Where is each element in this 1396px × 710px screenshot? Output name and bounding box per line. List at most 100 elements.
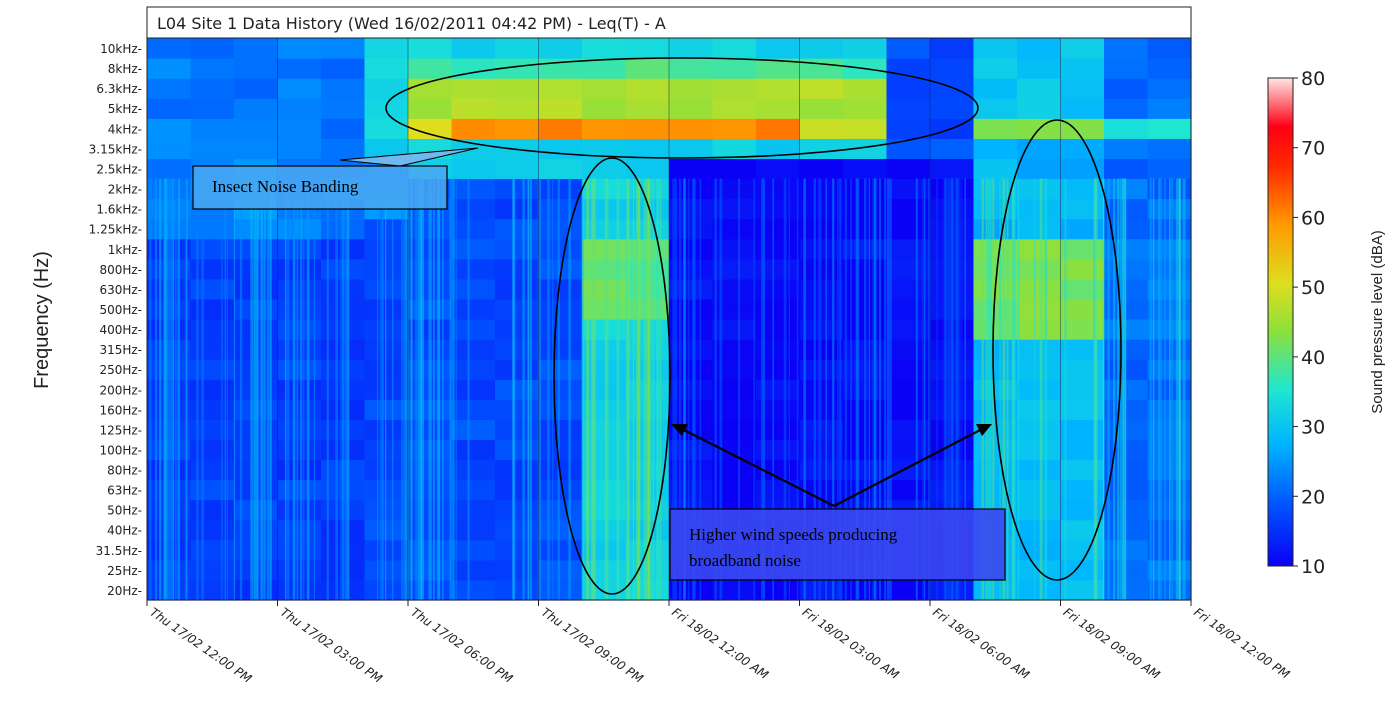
heatmap-stripe (405, 178, 408, 600)
heatmap-stripe (1175, 178, 1179, 600)
heatmap-cell (1060, 379, 1105, 400)
heatmap-stripe (184, 178, 188, 600)
heatmap-cell (1104, 78, 1149, 99)
heatmap-stripe (657, 178, 659, 600)
heatmap-cell (538, 78, 583, 99)
heatmap-stripe (956, 178, 959, 600)
heatmap-cell (582, 158, 627, 180)
heatmap-cell (451, 118, 496, 139)
heatmap-cell (1017, 138, 1062, 160)
heatmap-cell (538, 439, 583, 461)
heatmap-cell (495, 479, 540, 501)
y-tick-label: 31.5Hz- (96, 544, 142, 558)
heatmap-cell (408, 559, 453, 581)
heatmap-cell (1060, 78, 1105, 99)
heatmap-stripe (604, 178, 607, 600)
heatmap-stripe (326, 178, 329, 600)
heatmap-cell (408, 479, 453, 501)
heatmap-stripe (850, 178, 852, 600)
heatmap-cell (364, 499, 409, 521)
heatmap-cell (1017, 519, 1062, 541)
heatmap-stripe (856, 178, 860, 600)
heatmap-stripe (874, 178, 877, 600)
heatmap-cell (973, 459, 1018, 481)
heatmap-cell (451, 359, 496, 380)
heatmap-stripe (178, 178, 180, 600)
heatmap-stripe (981, 178, 984, 600)
colorbar-tick-label: 50 (1301, 277, 1325, 299)
heatmap-stripe (738, 178, 740, 600)
heatmap-cell (234, 118, 279, 139)
heatmap-cell (1060, 278, 1105, 300)
heatmap-stripe (839, 178, 842, 600)
heatmap-cell (364, 298, 409, 320)
heatmap-cell (1017, 238, 1062, 260)
heatmap-stripe (772, 178, 775, 600)
heatmap-cell (886, 379, 931, 400)
heatmap-cell (408, 98, 453, 119)
insect-annotation: Insect Noise Banding (192, 57, 979, 210)
heatmap-cell (277, 118, 322, 139)
heatmap-cell (408, 298, 453, 320)
heatmap-cell (843, 98, 888, 119)
heatmap-cell (451, 559, 496, 581)
heatmap-cell (1060, 579, 1105, 601)
heatmap-stripe (648, 178, 651, 600)
heatmap-stripe (643, 178, 647, 600)
heatmap-cell (669, 58, 714, 79)
heatmap-stripe (417, 178, 421, 600)
heatmap-stripe (886, 178, 890, 600)
heatmap-cell (364, 559, 409, 581)
heatmap-cell (321, 38, 366, 59)
heatmap-cell (712, 178, 757, 200)
heatmap-stripe (380, 178, 383, 600)
heatmap-stripe (296, 178, 299, 600)
heatmap-cell (973, 258, 1018, 280)
heatmap-cell (451, 78, 496, 99)
heatmap-stripe (250, 178, 253, 600)
y-tick-label: 250Hz- (99, 363, 142, 377)
heatmap-cell (756, 98, 801, 119)
heatmap-stripe (522, 178, 526, 600)
heatmap-cell (147, 118, 192, 139)
heatmap-cell (408, 439, 453, 461)
heatmap-cell (930, 78, 975, 99)
heatmap-stripe (269, 178, 272, 600)
heatmap-cell (1017, 359, 1062, 380)
y-tick-label: 100Hz- (99, 444, 142, 458)
heatmap-stripe (1103, 178, 1105, 600)
wind-label-line-2: broadband noise (689, 551, 801, 570)
heatmap-cell (495, 178, 540, 200)
heatmap-stripe (632, 178, 635, 600)
heatmap-stripe (552, 178, 554, 600)
heatmap-cell (538, 218, 583, 240)
heatmap-cell (408, 399, 453, 420)
heatmap-stripe (1169, 178, 1171, 600)
heatmap-cell (147, 78, 192, 99)
heatmap-cell (451, 379, 496, 400)
heatmap-cell (321, 138, 366, 160)
heatmap-stripe (1164, 178, 1166, 600)
heatmap-stripe (168, 178, 172, 600)
heatmap-cell (495, 298, 540, 320)
heatmap-cell (712, 78, 757, 99)
x-tick-label: Fri 18/02 12:00 PM (1191, 605, 1292, 682)
heatmap-stripe (340, 178, 342, 600)
heatmap-stripe (1044, 178, 1048, 600)
heatmap-stripe (201, 178, 205, 600)
heatmap-stripe (591, 178, 594, 600)
wind-ellipse-left (553, 157, 671, 595)
heatmap-cell (669, 158, 714, 180)
heatmap-stripe (1002, 178, 1006, 600)
heatmap-stripe (303, 178, 305, 600)
heatmap-cell (582, 138, 627, 160)
y-tick-label: 6.3kHz- (96, 82, 142, 96)
heatmap-stripe (699, 178, 702, 600)
heatmap-cell (408, 419, 453, 441)
heatmap-cell (451, 258, 496, 280)
heatmap-cell (451, 158, 496, 180)
heatmap-stripe (1149, 178, 1152, 600)
heatmap-stripe (889, 178, 892, 600)
heatmap-cell (1017, 278, 1062, 300)
heatmap-cell (364, 138, 409, 160)
